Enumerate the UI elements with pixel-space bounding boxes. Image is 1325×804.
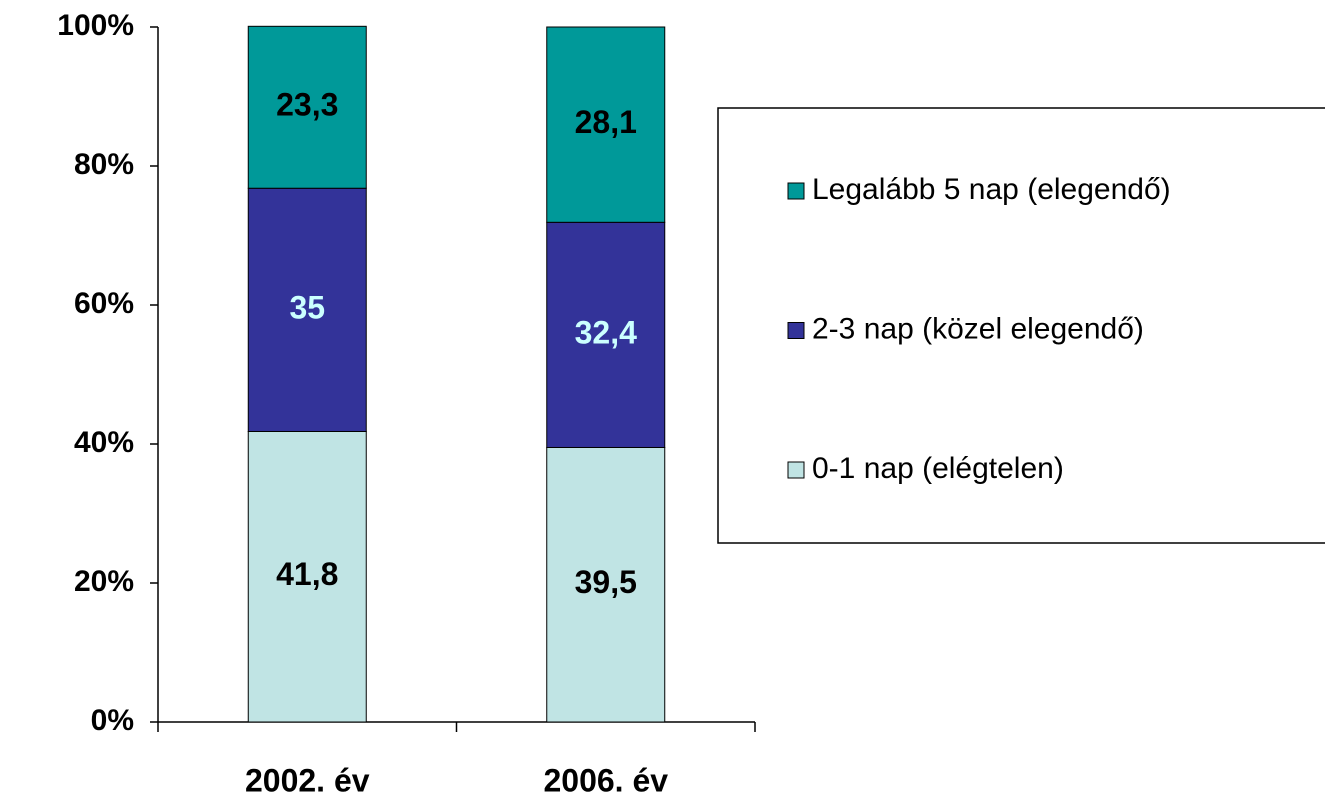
bar-segment <box>546 221 666 448</box>
data-label: 35 <box>289 289 325 325</box>
bar-segment <box>247 25 367 189</box>
y-tick-label: 20% <box>74 565 134 598</box>
data-label: 39,5 <box>575 564 637 600</box>
legend-label: Legalább 5 nap (elegendő) <box>812 173 1171 206</box>
legend-swatch <box>787 182 805 200</box>
bar-segment <box>247 187 367 432</box>
x-tick-label: 2006. év <box>543 762 668 798</box>
y-tick-label: 80% <box>74 148 134 181</box>
y-tick-label: 60% <box>74 287 134 320</box>
legend-label: 2-3 nap (közel elegendő) <box>812 312 1144 345</box>
bar-segment <box>247 430 367 723</box>
data-label: 32,4 <box>575 314 637 350</box>
data-label: 28,1 <box>575 104 637 140</box>
y-tick-label: 40% <box>74 426 134 459</box>
legend-label: 0-1 nap (elégtelen) <box>812 452 1064 485</box>
bar-segment <box>546 26 666 223</box>
legend-swatch <box>787 322 805 339</box>
legend-swatch <box>787 461 805 479</box>
data-label: 23,3 <box>276 87 338 123</box>
legend-box <box>717 107 1325 544</box>
data-label: 41,8 <box>276 556 338 592</box>
y-tick-label: 100% <box>57 9 134 42</box>
bar-segment <box>546 446 666 723</box>
x-tick-label: 2002. év <box>245 762 370 798</box>
y-tick-label: 0% <box>91 704 134 737</box>
